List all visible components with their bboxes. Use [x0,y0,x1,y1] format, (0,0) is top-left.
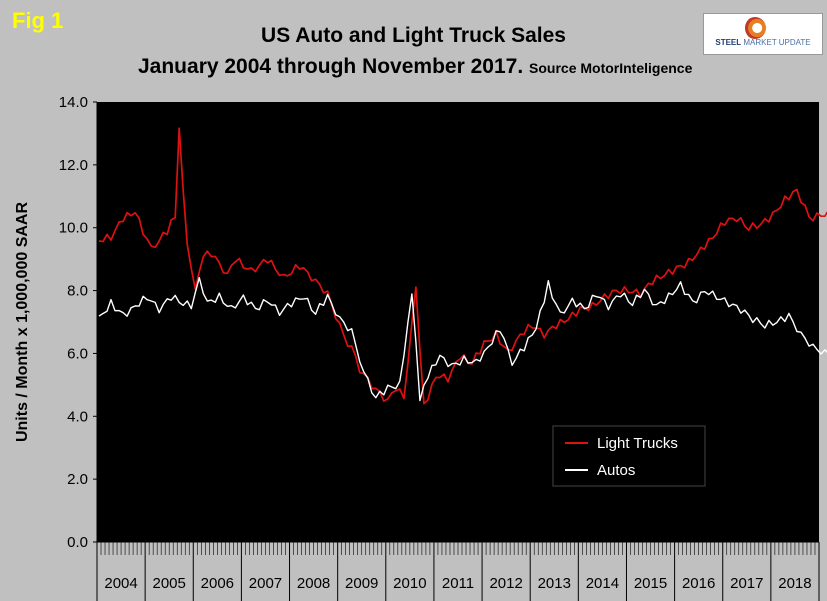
x-tick-label: 2004 [104,575,137,592]
figure-label: Fig 1 [12,8,64,33]
logo-text: STEEL MARKET UPDATE [715,38,811,47]
x-tick-label: 2014 [586,575,619,592]
x-tick-label: 2011 [442,575,474,592]
x-tick-label: 2012 [489,575,522,592]
x-tick-label: 2009 [345,575,378,592]
x-tick-label: 2007 [249,575,282,592]
logo-swirl-icon [744,17,766,39]
subtitle-source: Source MotorInteligence [529,60,693,76]
x-tick-label: 2016 [682,575,715,592]
x-tick-label: 2008 [297,575,330,592]
y-tick-label: 8.0 [67,283,88,300]
x-tick-label: 2015 [634,575,667,592]
legend: Light Trucks Autos [552,425,706,487]
steel-market-update-logo: STEEL MARKET UPDATE [703,13,823,55]
y-tick-label: 4.0 [67,408,88,425]
series-layer [98,127,827,405]
chart-subtitle: January 2004 through November 2017. Sour… [138,55,692,79]
plot-area [97,102,819,542]
y-tick-label: 10.0 [59,220,88,237]
x-tick-label: 2013 [538,575,571,592]
x-axis: 2004 2005 2006 2007 2008 2009 2010 2011 2012 2013… [96,541,820,601]
chart-title: US Auto and Light Truck Sales [261,24,566,47]
legend-label-autos: Autos [597,462,635,479]
y-tick-label: 12.0 [59,157,88,174]
x-tick-label: 2017 [730,575,763,592]
x-tick-label: 2005 [153,575,186,592]
legend-box [552,425,706,487]
y-tick-label: 0.0 [67,534,88,551]
y-tick-label: 6.0 [67,345,88,362]
x-tick-label: 2010 [393,575,426,592]
series-line-light-trucks [98,127,827,405]
y-axis-label: Units / Month x 1,000,000 SAAR [14,202,31,443]
y-axis: 0.0 2.0 4.0 6.0 8.0 10.0 12.0 14.0 [59,94,98,551]
subtitle-date-range: January 2004 through November 2017. [138,55,524,78]
legend-label-light-trucks: Light Trucks [597,435,678,452]
x-tick-label: 2018 [778,575,811,592]
series-line-autos [98,277,827,402]
y-tick-label: 2.0 [67,471,88,488]
y-tick-label: 14.0 [59,94,88,111]
x-tick-label: 2006 [201,575,234,592]
